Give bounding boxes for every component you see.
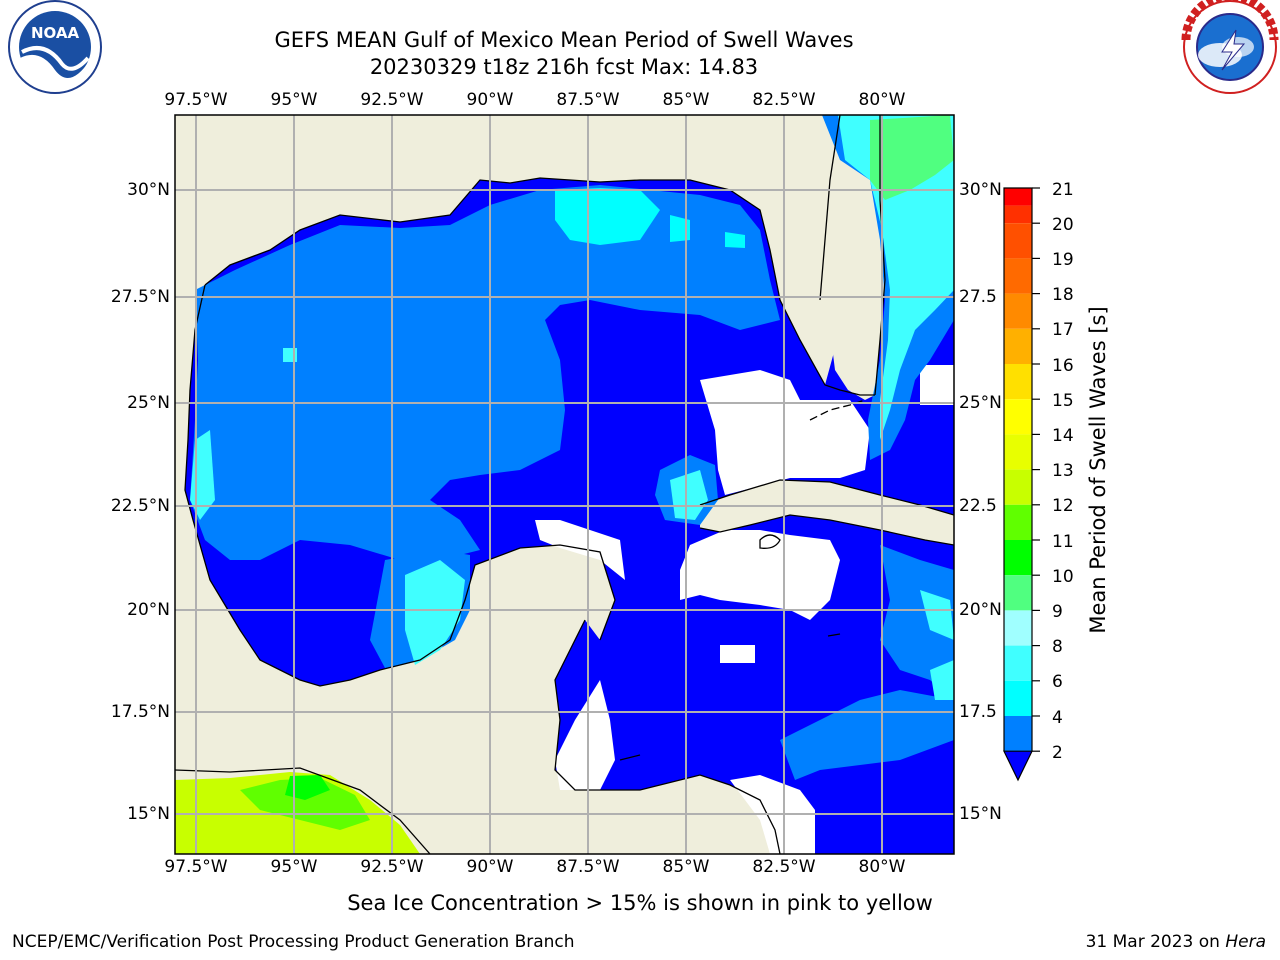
lat-tick-left: 27.5°N <box>110 287 170 307</box>
lat-tick-right: 15°N <box>959 804 1002 824</box>
colorbar-level: 2 <box>1052 743 1063 763</box>
lon-tick-top: 97.5°W <box>164 90 228 110</box>
lon-tick-top: 82.5°W <box>752 90 816 110</box>
colorbar-level: 14 <box>1052 426 1074 446</box>
swell-9-11s <box>870 115 954 200</box>
lon-tick-bottom: 87.5°W <box>556 857 620 877</box>
colorbar-level: 16 <box>1052 356 1074 376</box>
lat-tick-right: 27.5 <box>959 287 997 307</box>
colorbar-level: 4 <box>1052 708 1063 728</box>
lat-tick-left: 25°N <box>127 393 170 413</box>
colorbar-level: 6 <box>1052 672 1063 692</box>
colorbar-level: 8 <box>1052 637 1063 657</box>
lon-tick-top: 92.5°W <box>360 90 424 110</box>
colorbar-title: Mean Period of Swell Waves [s] <box>1086 306 1110 634</box>
gridlines <box>175 115 954 854</box>
sea-ice-note: Sea Ice Concentration > 15% is shown in … <box>347 891 933 915</box>
map-title: GEFS MEAN Gulf of Mexico Mean Period of … <box>274 28 854 52</box>
colorbar-level: 21 <box>1052 180 1074 200</box>
coastlines <box>175 115 954 854</box>
colorbar-level: 13 <box>1052 461 1074 481</box>
colorbar-level: 19 <box>1052 250 1074 270</box>
lat-tick-right: 17.5 <box>959 702 997 722</box>
lon-tick-bottom: 80°W <box>858 857 906 877</box>
lon-tick-bottom: 95°W <box>270 857 318 877</box>
noaa-logo-text: NOAA <box>31 24 80 42</box>
producer-credit: NCEP/EMC/Verification Post Processing Pr… <box>12 932 575 952</box>
lat-tick-left: 30°N <box>127 180 170 200</box>
host-name: Hera <box>1225 932 1266 952</box>
colorbar-level: 11 <box>1052 532 1074 552</box>
run-date: 31 Mar 2023 on Hera <box>1086 932 1266 952</box>
colorbar-level: 10 <box>1052 567 1074 587</box>
lat-tick-left: 22.5°N <box>110 496 170 516</box>
lon-tick-bottom: 97.5°W <box>164 857 228 877</box>
map-subtitle: 20230329 t18z 216h fcst Max: 14.83 <box>369 55 759 79</box>
lon-tick-bottom: 82.5°W <box>752 857 816 877</box>
lon-tick-bottom: 85°W <box>662 857 710 877</box>
lat-tick-left: 20°N <box>127 600 170 620</box>
map-frame <box>174 114 955 855</box>
nws-logo <box>1181 0 1279 94</box>
colorbar <box>1003 187 1040 782</box>
map-area <box>175 115 954 854</box>
colorbar-level: 12 <box>1052 496 1074 516</box>
lat-tick-right: 22.5 <box>959 496 997 516</box>
swell-6-9s <box>190 115 954 700</box>
colorbar-level: 20 <box>1052 215 1074 235</box>
lat-tick-right: 20°N <box>959 600 1002 620</box>
lon-tick-top: 80°W <box>858 90 906 110</box>
lat-tick-right: 30°N <box>959 180 1002 200</box>
lon-tick-bottom: 90°W <box>466 857 514 877</box>
colorbar-level: 18 <box>1052 285 1074 305</box>
colorbar-level: 15 <box>1052 391 1074 411</box>
lat-tick-right: 25°N <box>959 393 1002 413</box>
lat-tick-left: 15°N <box>127 804 170 824</box>
lat-tick-left: 17.5°N <box>110 702 170 722</box>
lon-tick-top: 90°W <box>466 90 514 110</box>
run-date-text: 31 Mar 2023 on <box>1085 932 1220 952</box>
colorbar-level: 17 <box>1052 320 1074 340</box>
lon-tick-top: 95°W <box>270 90 318 110</box>
lon-tick-bottom: 92.5°W <box>360 857 424 877</box>
noaa-logo: NOAA <box>8 0 102 94</box>
lon-tick-top: 85°W <box>662 90 710 110</box>
lon-tick-top: 87.5°W <box>556 90 620 110</box>
colorbar-level: 9 <box>1052 602 1063 622</box>
